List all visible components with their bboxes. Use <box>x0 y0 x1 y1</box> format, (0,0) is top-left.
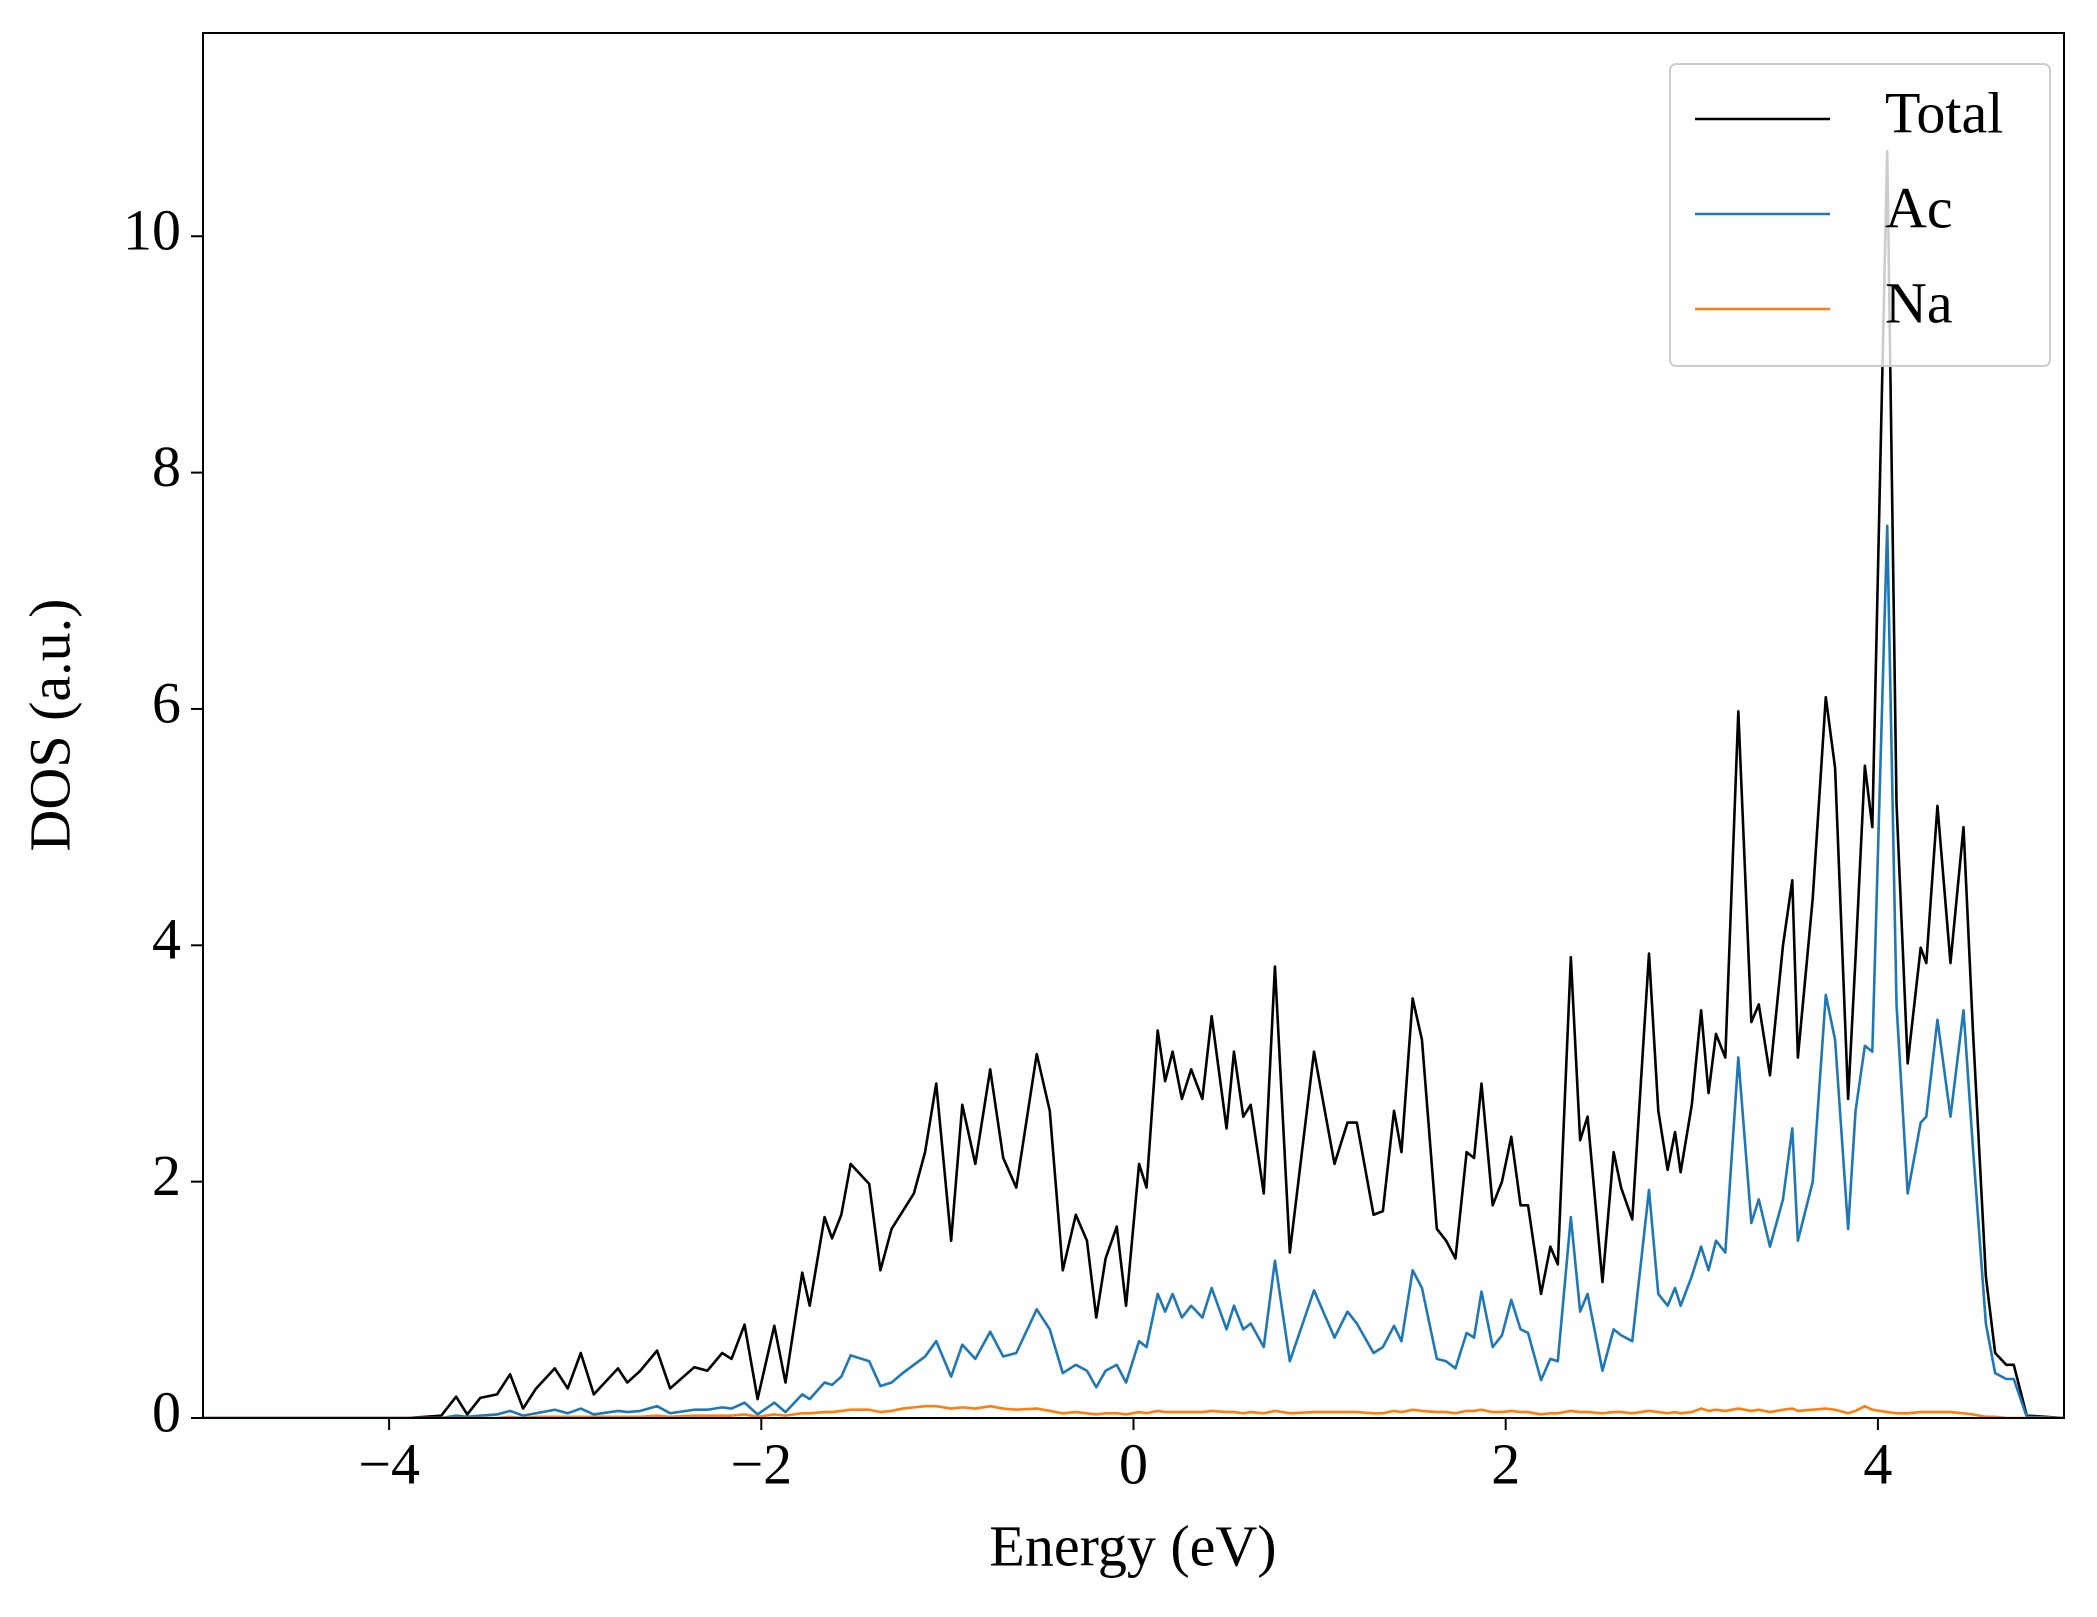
legend-box <box>1669 63 2051 367</box>
series-line <box>203 524 2064 1418</box>
y-tick-label: 4 <box>152 907 181 972</box>
plot-frame <box>202 32 2065 1419</box>
y-tick-label: 0 <box>152 1379 181 1444</box>
legend-label: Total <box>1885 80 2003 145</box>
legend-label: Na <box>1885 270 1953 335</box>
y-axis-label: DOS (a.u.) <box>17 599 82 852</box>
y-tick-label: 2 <box>152 1143 181 1208</box>
y-tick-label: 8 <box>152 434 181 499</box>
legend-label: Ac <box>1885 175 1953 240</box>
series-line <box>203 1404 2064 1418</box>
x-tick-label: 4 <box>1863 1431 1892 1496</box>
y-tick-label: 10 <box>123 198 181 263</box>
y-tick-label: 6 <box>152 670 181 735</box>
x-tick-label: 2 <box>1491 1431 1520 1496</box>
x-tick-label: −4 <box>358 1431 420 1496</box>
x-axis-label: Energy (eV) <box>989 1513 1276 1578</box>
series-line <box>203 149 2064 1418</box>
x-tick-label: 0 <box>1119 1431 1148 1496</box>
x-tick-label: −2 <box>730 1431 792 1496</box>
